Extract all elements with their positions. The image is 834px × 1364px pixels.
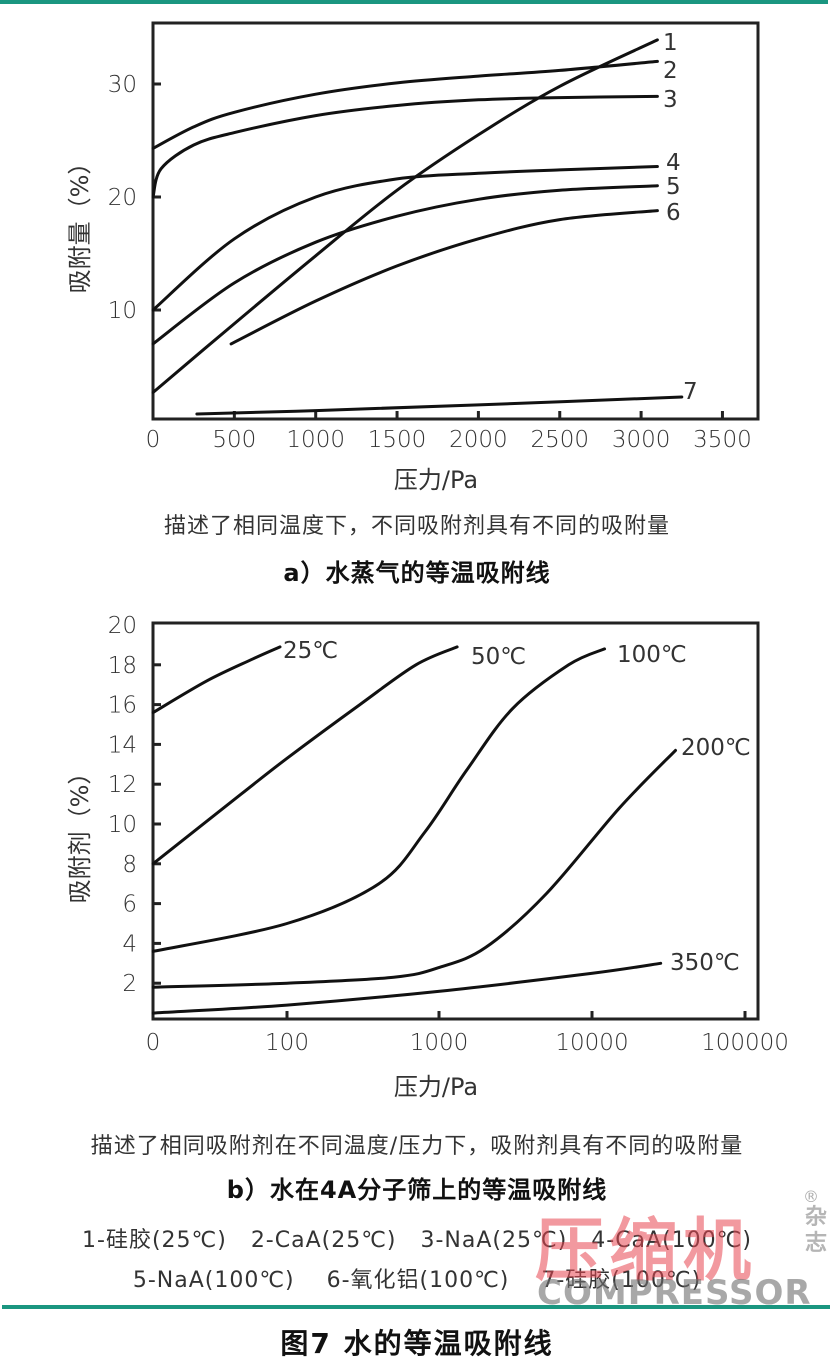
chart-a-x-tick-label: 2500 xyxy=(530,427,589,453)
chart-b-x-tick-label: 0 xyxy=(146,1030,161,1056)
figure-title: 图7 水的等温吸附线 xyxy=(280,1327,554,1360)
chart-a-ticks: 0 500 1000 1500 2000 2500 3000 3500 10 20 30 xyxy=(108,72,752,453)
chart-a-x-tick-label: 2000 xyxy=(449,427,508,453)
chart-a-subtitle: a）水蒸气的等温吸附线 xyxy=(283,559,551,587)
chart-a-x-tick-label: 3500 xyxy=(693,427,752,453)
chart-a: 0 500 1000 1500 2000 2500 3000 3500 10 20 30 12 3 45… xyxy=(66,21,760,494)
chart-a-x-tick-label: 1000 xyxy=(286,427,345,453)
chart-b-series-label: 100℃ xyxy=(617,642,687,668)
chart-a-series-label: 6 xyxy=(666,200,681,226)
chart-a-series-label: 4 xyxy=(666,150,681,176)
chart-b-lines xyxy=(151,645,677,1015)
chart-a-y-tick-label: 20 xyxy=(108,185,137,211)
chart-b-y-tick-label: 8 xyxy=(122,852,137,878)
legend-line-1: 1-硅胶(25℃) 2-CaA(25℃) 3-NaA(25℃) 4-CaA(10… xyxy=(82,1228,752,1253)
chart-b-y-tick-label: 10 xyxy=(108,812,137,838)
chart-b-y-tick-label: 14 xyxy=(108,732,137,758)
chart-b-series-label: 50℃ xyxy=(471,644,526,670)
chart-b-xlabel: 压力/Pa xyxy=(394,1073,478,1100)
chart-b-ticks: 0 100 1000 10000 100000 2 4 6 8 10 12 14 16 18 20 xyxy=(108,613,789,1056)
chart-b-series-line xyxy=(151,961,663,1015)
chart-a-x-tick-label: 3000 xyxy=(612,427,671,453)
chart-b-y-tick-label: 20 xyxy=(108,613,137,639)
chart-a-series-line xyxy=(195,395,684,416)
chart-a-ylabel: 吸附量（%） xyxy=(66,151,94,294)
chart-a-frame xyxy=(151,21,760,421)
chart-b-series-line xyxy=(151,645,459,866)
chart-b-x-tick-label: 100 xyxy=(265,1030,309,1056)
chart-a-series-line xyxy=(151,165,659,312)
legend-line-2: 5-NaA(100℃) 6-氧化铝(100℃) 7-硅胶(100℃) xyxy=(132,1268,702,1293)
chart-b-series-line xyxy=(151,647,606,953)
chart-a-series-label: 7 xyxy=(683,379,698,405)
chart-a-x-tick-label: 1500 xyxy=(368,427,427,453)
chart-a-series-labels: 12 3 456 7 xyxy=(663,30,698,405)
chart-a-xlabel: 压力/Pa xyxy=(394,466,478,494)
chart-b-y-tick-label: 12 xyxy=(108,772,137,798)
chart-b: 0 100 1000 10000 100000 2 4 6 8 10 12 14 16 18 20 25℃ 5… xyxy=(66,613,789,1100)
chart-a-x-tick-label: 0 xyxy=(146,427,161,453)
chart-a-series-line xyxy=(151,184,659,346)
chart-b-series-line xyxy=(151,645,282,715)
chart-a-description: 描述了相同温度下，不同吸附剂具有不同的吸附量 xyxy=(163,514,670,539)
chart-a-lines xyxy=(151,38,684,416)
chart-b-series-line xyxy=(151,748,677,989)
chart-b-y-tick-label: 4 xyxy=(122,931,137,957)
chart-a-series-label: 2 xyxy=(663,58,678,84)
chart-b-series-label: 200℃ xyxy=(681,735,751,761)
chart-b-subtitle: b）水在4A分子筛上的等温吸附线 xyxy=(226,1176,608,1204)
watermark: 压缩机 ® 杂志 COMPRESSOR xyxy=(535,1187,834,1315)
chart-a-series-label: 1 xyxy=(663,30,678,56)
chart-b-y-tick-label: 2 xyxy=(122,971,137,997)
chart-b-frame xyxy=(151,621,760,1021)
chart-b-x-tick-label: 10000 xyxy=(555,1030,628,1056)
chart-b-description: 描述了相同吸附剂在不同温度/压力下，吸附剂具有不同的吸附量 xyxy=(90,1134,744,1159)
chart-b-y-tick-label: 6 xyxy=(122,892,137,918)
chart-a-y-tick-label: 30 xyxy=(108,72,137,98)
chart-a-y-tick-label: 10 xyxy=(108,298,137,324)
chart-a-series-label: 3 xyxy=(663,87,678,113)
chart-a-series-line xyxy=(151,94,659,199)
chart-a-series-label: 5 xyxy=(666,174,681,200)
chart-a-series-line xyxy=(151,59,659,150)
chart-b-y-tick-label: 16 xyxy=(108,693,137,719)
chart-a-series-line xyxy=(229,209,659,346)
top-rule xyxy=(0,0,828,4)
chart-b-x-tick-label: 100000 xyxy=(701,1030,789,1056)
chart-a-x-tick-label: 500 xyxy=(212,427,256,453)
chart-b-series-labels: 25℃ 50℃ 100℃ 200℃ 350℃ xyxy=(283,638,751,976)
chart-b-ylabel: 吸附剂（%） xyxy=(66,761,94,904)
bottom-rule xyxy=(2,1305,830,1309)
chart-b-y-tick-label: 18 xyxy=(108,653,137,679)
chart-b-series-label: 350℃ xyxy=(670,950,740,976)
chart-b-series-label: 25℃ xyxy=(283,638,338,664)
chart-a-series-line xyxy=(151,38,659,394)
chart-b-x-tick-label: 1000 xyxy=(410,1030,469,1056)
